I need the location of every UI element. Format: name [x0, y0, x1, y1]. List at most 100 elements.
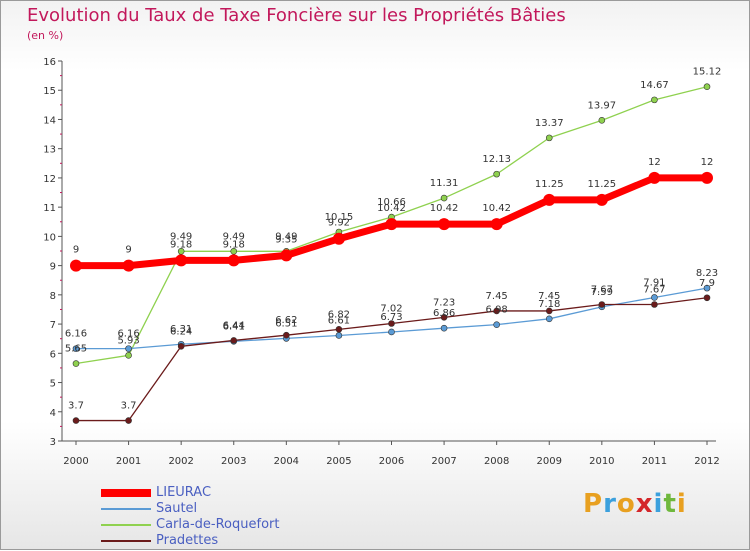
data-point	[440, 324, 448, 332]
y-tick-label: 15	[43, 86, 56, 97]
data-label: 6.82	[328, 309, 350, 320]
data-point	[125, 417, 132, 424]
data-label: 7.67	[643, 284, 665, 295]
y-tick-label: 5	[50, 379, 56, 390]
data-label: 9.18	[223, 239, 245, 250]
data-label: 10.15	[325, 212, 354, 223]
data-label: 11.31	[430, 178, 459, 189]
legend-swatch	[101, 540, 151, 542]
data-point	[230, 247, 238, 255]
data-label: 9	[73, 245, 79, 256]
data-label: 9	[125, 245, 131, 256]
legend-label: Pradettes	[156, 533, 219, 548]
data-label: 8.23	[696, 268, 718, 279]
data-point	[125, 352, 132, 359]
data-point	[70, 259, 82, 272]
data-label: 3.7	[121, 401, 137, 412]
legend: LIEURAC Sautel Carla-de-Roquefort Pradettes	[101, 485, 341, 549]
logo-letter: t	[663, 489, 677, 519]
data-label: 6.24	[170, 326, 192, 337]
y-axis-unit: (en %)	[27, 29, 64, 42]
data-label: 14.67	[640, 80, 669, 91]
data-point	[440, 314, 448, 321]
data-point	[122, 259, 135, 272]
data-point	[545, 315, 553, 323]
data-point	[440, 194, 448, 202]
x-tick-label: 2012	[694, 456, 719, 467]
data-label: 5.65	[65, 344, 87, 355]
data-label: 6.73	[380, 312, 402, 323]
data-point	[72, 417, 80, 424]
data-label: 3.7	[68, 401, 84, 412]
data-label: 6.86	[433, 308, 455, 319]
data-point	[335, 332, 343, 339]
series-layer	[70, 83, 713, 424]
chart-title: Evolution du Taux de Taxe Foncière sur l…	[27, 5, 566, 26]
data-point	[72, 345, 80, 352]
data-label: 9.35	[275, 234, 297, 245]
data-label: 12	[701, 157, 714, 168]
data-label: 10.42	[377, 203, 406, 214]
legend-item: Pradettes	[101, 533, 341, 549]
data-label: 7.02	[380, 303, 402, 314]
data-label: 7.45	[538, 291, 560, 302]
data-point	[595, 193, 608, 206]
data-point	[175, 254, 188, 267]
data-label: 6.61	[328, 315, 350, 326]
logo-letter: o	[616, 489, 636, 519]
data-point	[388, 320, 395, 327]
data-label: 15.12	[693, 67, 722, 78]
data-label: 7.18	[538, 299, 560, 310]
y-tick-label: 14	[43, 115, 56, 126]
data-point	[385, 218, 398, 231]
data-point	[177, 342, 185, 350]
value-labels: 9 9 9.18 9.18 9.35 9.92 10.42 10.42 10.42 11.25 11…	[65, 67, 721, 412]
data-point	[230, 337, 238, 344]
y-tick-label: 7	[50, 320, 56, 331]
data-label: 6.31	[170, 324, 192, 335]
legend-label: LIEURAC	[156, 485, 212, 500]
x-tick-label: 2008	[484, 456, 509, 467]
data-label: 9.92	[328, 218, 350, 229]
data-point	[703, 83, 711, 91]
y-tick-label: 8	[50, 291, 56, 302]
data-point	[493, 321, 500, 328]
data-label: 6.62	[275, 315, 297, 326]
data-label: 10.66	[377, 197, 406, 208]
data-label: 10.42	[430, 203, 459, 214]
data-label: 6.16	[65, 329, 87, 340]
legend-swatch	[101, 508, 151, 510]
y-tick-label: 3	[50, 437, 56, 448]
data-point	[651, 301, 658, 308]
data-label: 9.49	[275, 231, 297, 242]
legend-swatch	[101, 489, 151, 497]
y-tick-label: 6	[50, 349, 56, 360]
data-point	[438, 218, 451, 231]
data-point	[335, 326, 343, 333]
logo-letter: i	[653, 489, 664, 519]
x-tick-label: 2004	[274, 456, 299, 467]
y-tick-label: 10	[43, 232, 56, 243]
legend-item: Sautel	[101, 501, 341, 517]
data-point	[490, 218, 503, 231]
data-label: 5.93	[117, 335, 139, 346]
data-label: 9.49	[170, 231, 192, 242]
legend-item: Carla-de-Roquefort	[101, 517, 341, 533]
y-tick-label: 13	[43, 145, 56, 156]
data-label: 9.49	[223, 231, 245, 242]
y-tick-label: 11	[43, 203, 56, 214]
x-tick-label: 2006	[379, 456, 404, 467]
data-point	[177, 247, 185, 255]
x-tick-label: 2000	[63, 456, 88, 467]
data-label: 11.25	[588, 179, 617, 190]
legend-swatch	[101, 524, 151, 526]
data-point	[651, 294, 658, 301]
data-point	[72, 360, 80, 367]
data-label: 7.59	[591, 287, 613, 298]
x-tick-label: 2005	[326, 456, 351, 467]
data-point	[545, 134, 553, 142]
x-tick-label: 2011	[642, 456, 667, 467]
data-label: 7.45	[486, 291, 508, 302]
data-label: 7.67	[591, 284, 613, 295]
